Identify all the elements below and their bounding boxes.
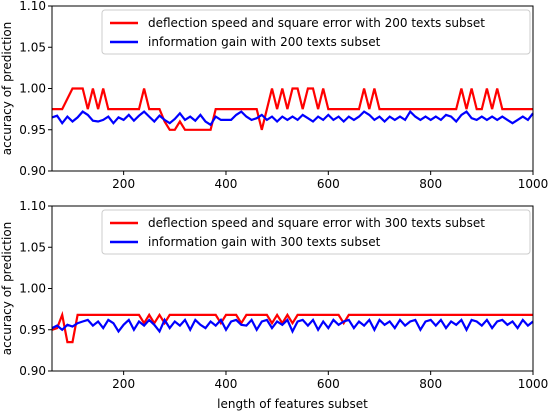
x-tick-label: 1000 xyxy=(518,177,549,191)
x-tick-label: 200 xyxy=(112,377,135,391)
bottom-chart-panel: 200 400 600 800 1000 0.90 0.95 1.00 1.05 1.10 accu… xyxy=(0,199,548,411)
y-tick-label: 0.90 xyxy=(19,364,46,378)
y-tick-label: 1.05 xyxy=(19,240,46,254)
x-axis-label: length of features subset xyxy=(217,397,368,411)
y-axis-label: accuracy of prediction xyxy=(0,22,14,156)
series-line-1-0 xyxy=(51,310,533,344)
legend-entry-label: information gain with 300 texts subset xyxy=(148,235,381,249)
top-chart-panel: 200 400 600 800 1000 0.90 0.95 1.00 1.05 1.10 accu… xyxy=(0,0,548,191)
x-tick-label: 1000 xyxy=(518,377,549,391)
legend-box xyxy=(101,209,531,255)
y-tick-label: 1.00 xyxy=(19,82,46,96)
x-tick-label: 200 xyxy=(112,177,135,191)
x-tick-label: 800 xyxy=(419,377,442,391)
x-tick-label: 400 xyxy=(215,177,238,191)
x-tick-label: 400 xyxy=(215,377,238,391)
legend-entry-label: deflection speed and square error with 2… xyxy=(148,16,485,30)
y-axis-label: accuracy of prediction xyxy=(0,222,14,356)
series-line-1-1 xyxy=(51,317,534,334)
legend-entry-label: deflection speed and square error with 3… xyxy=(148,216,485,230)
y-tick-label: 1.10 xyxy=(19,199,46,213)
x-tick-label: 800 xyxy=(419,177,442,191)
x-tick-label: 600 xyxy=(317,177,340,191)
x-tick-label: 600 xyxy=(317,377,340,391)
series-line-0-1 xyxy=(51,109,534,127)
legend-entry-label: information gain with 200 texts subset xyxy=(148,35,381,49)
legend-box xyxy=(101,9,531,55)
y-tick-label: 1.10 xyxy=(19,0,46,13)
y-tick-label: 0.95 xyxy=(19,123,46,137)
series-line-0-0 xyxy=(52,87,533,131)
y-tick-label: 0.90 xyxy=(19,164,46,178)
y-tick-label: 1.05 xyxy=(19,40,46,54)
y-tick-label: 0.95 xyxy=(19,323,46,337)
y-tick-label: 1.00 xyxy=(19,282,46,296)
